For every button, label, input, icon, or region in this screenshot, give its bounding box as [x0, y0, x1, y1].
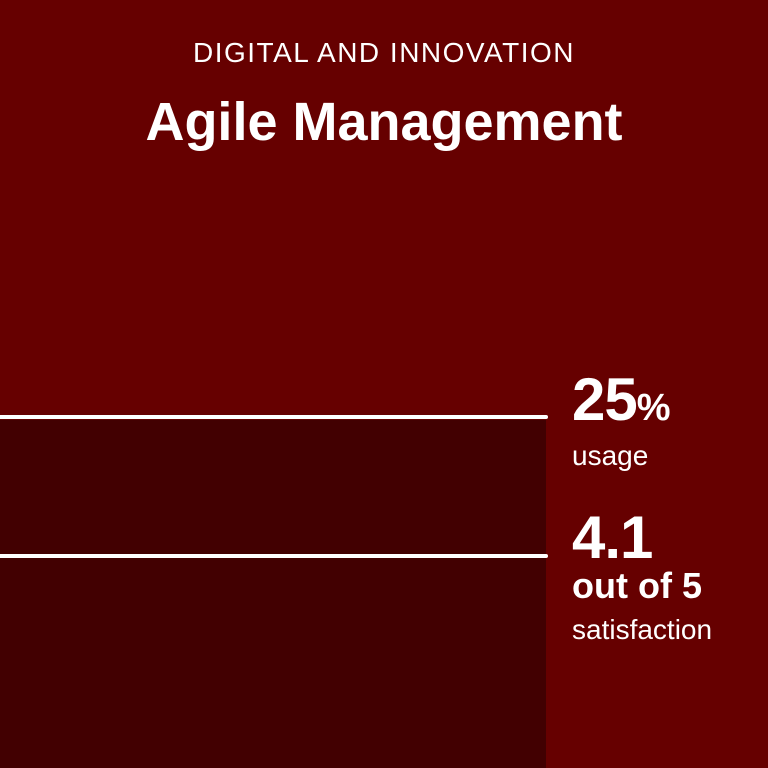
metric-bar-fill: [0, 420, 546, 768]
satisfaction-marker-line: [0, 554, 548, 558]
usage-stat: 25% usage: [572, 370, 671, 472]
page-title: Agile Management: [145, 92, 623, 152]
usage-marker-line: [0, 415, 548, 419]
satisfaction-label: satisfaction: [572, 614, 713, 645]
satisfaction-stat: 4.1 out of 5 satisfaction: [572, 508, 712, 646]
usage-label: usage: [572, 440, 649, 471]
usage-value-row: 25%: [572, 370, 671, 438]
satisfaction-scale: out of 5: [572, 565, 702, 606]
usage-unit: %: [636, 387, 671, 429]
usage-value: 25: [572, 366, 638, 433]
category-label: DIGITAL AND INNOVATION: [192, 37, 575, 68]
satisfaction-value: 4.1: [572, 504, 653, 571]
